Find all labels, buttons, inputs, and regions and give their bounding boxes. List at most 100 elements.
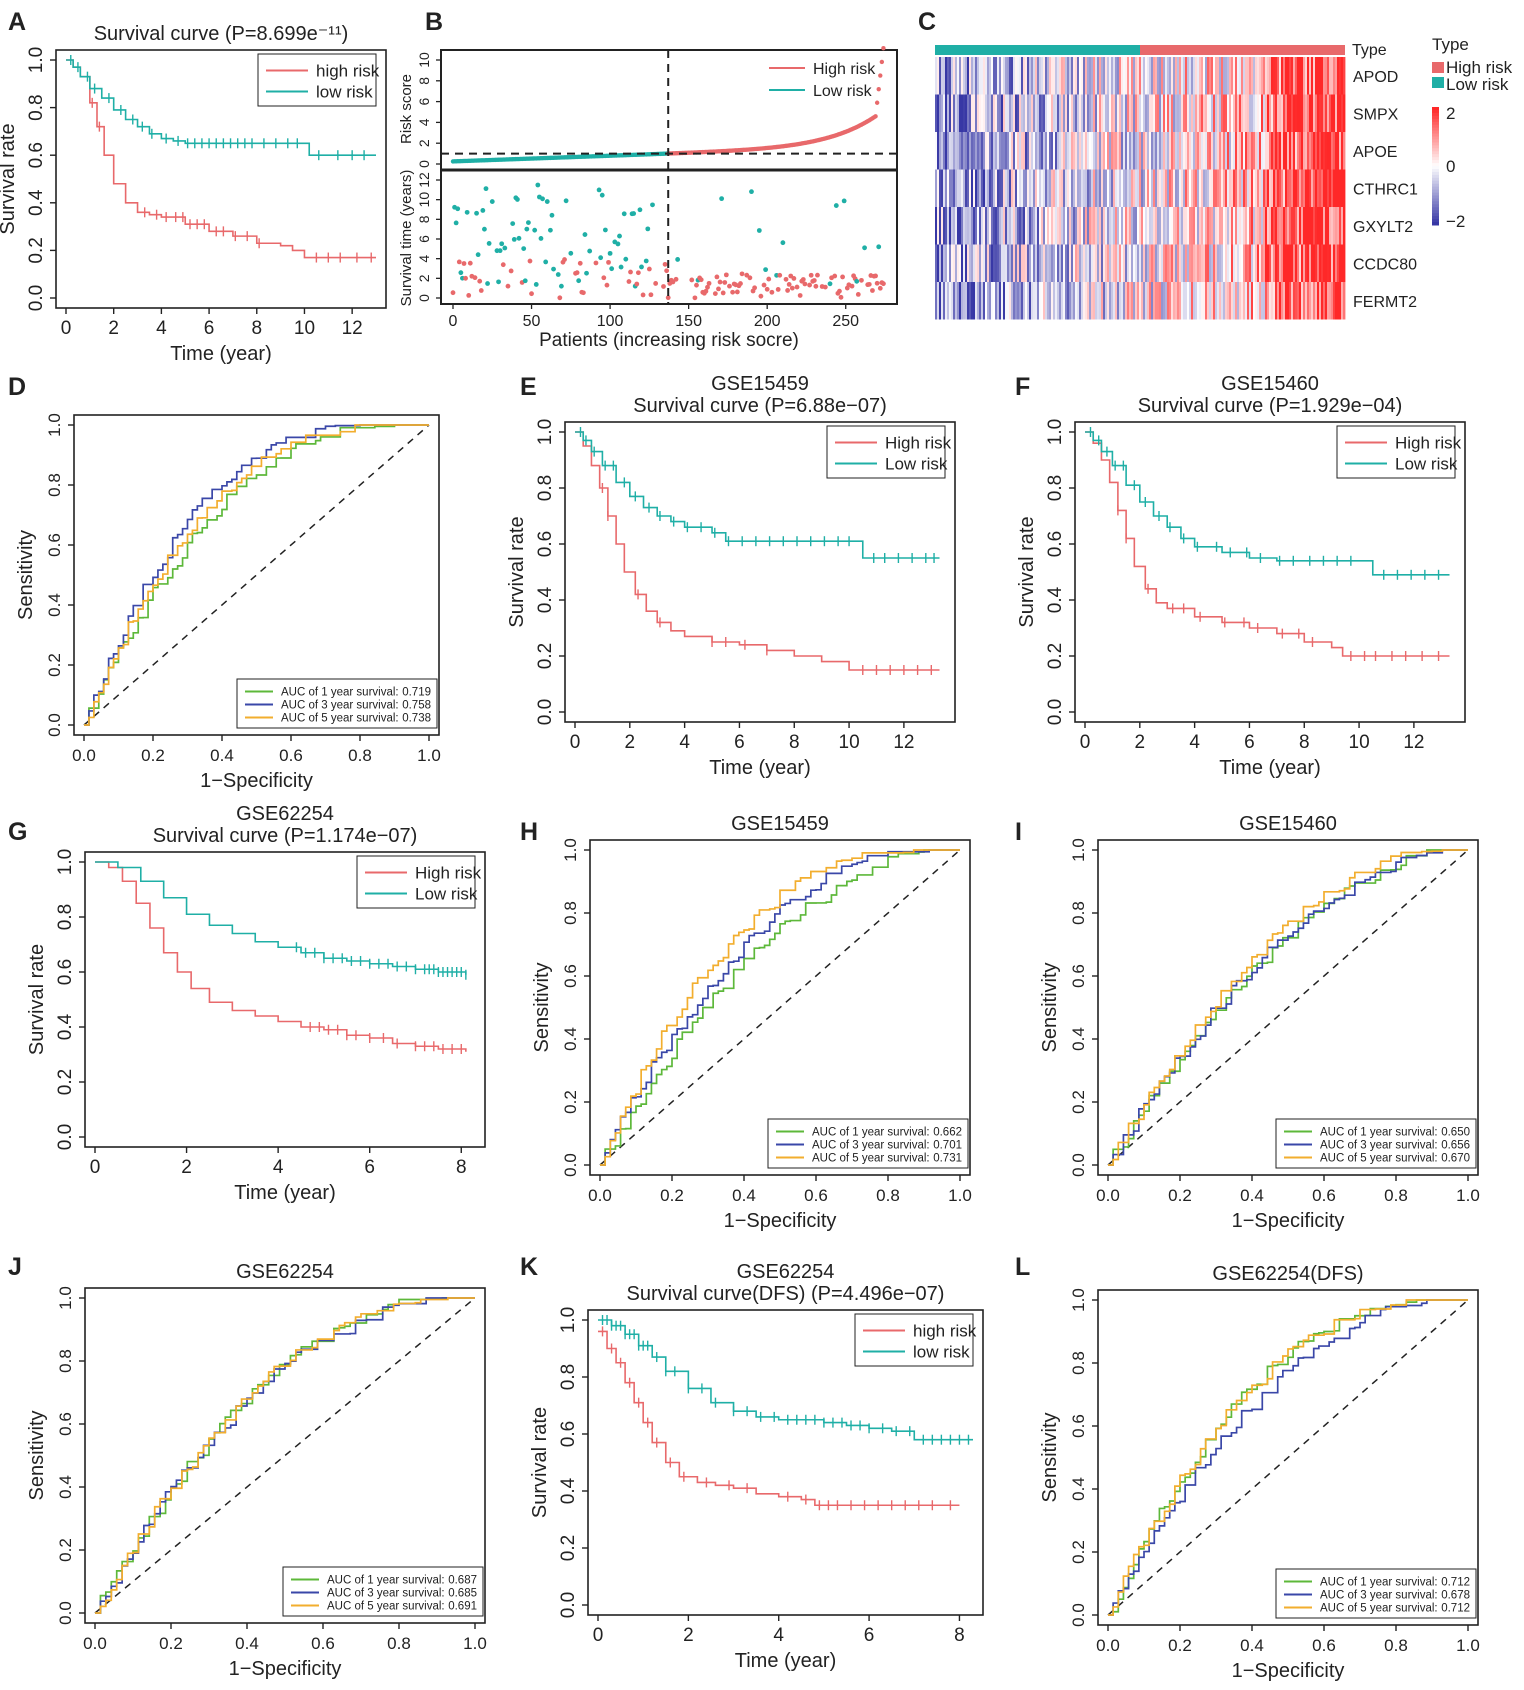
heatmap-cell [961, 57, 964, 95]
heatmap-cell [1115, 244, 1118, 282]
heatmap-cell [1095, 132, 1098, 170]
y-tick-label: 0.2 [558, 1535, 579, 1561]
heatmap-cell [1317, 57, 1320, 95]
legend-value: 0.731 [933, 1153, 962, 1165]
heatmap-cell [1235, 282, 1238, 320]
heatmap-cell [1327, 169, 1330, 207]
heatmap-cell [1211, 282, 1214, 320]
survival-point [515, 197, 520, 202]
heatmap-cell [1201, 169, 1204, 207]
x-tick-label: 1.0 [1456, 1636, 1480, 1655]
heatmap-cell [1223, 57, 1226, 95]
reference-diagonal [1107, 1299, 1469, 1616]
heatmap-cell [953, 57, 956, 95]
x-axis-label: 1−Specificity [1232, 1660, 1345, 1682]
heatmap-cell [1257, 282, 1260, 320]
heatmap-cell [1039, 244, 1042, 282]
y-tick-label: 6 [416, 235, 432, 243]
heatmap-cell [1111, 169, 1114, 207]
heatmap-cell [985, 57, 988, 95]
heatmap-cell [1121, 282, 1124, 320]
scale-segment [1432, 183, 1439, 188]
heatmap-cell [1161, 207, 1164, 245]
heatmap-cell [963, 207, 966, 245]
heatmap-cell [1243, 207, 1246, 245]
heatmap-cell [989, 207, 992, 245]
heatmap-cell [1007, 94, 1010, 132]
heatmap-cell [1001, 132, 1004, 170]
heatmap-cell [1051, 94, 1054, 132]
heatmap-cell [1305, 132, 1308, 170]
survival-point [705, 284, 710, 290]
heatmap-cell [1139, 282, 1142, 320]
heatmap-cell [1331, 132, 1334, 170]
heatmap-cell [1051, 57, 1054, 95]
survival-point [540, 196, 545, 202]
legend-title: Type [1432, 35, 1469, 54]
heatmap-cell [983, 207, 986, 245]
y-tick-label: 0.6 [26, 142, 47, 168]
heatmap-cell [1073, 57, 1076, 95]
y-tick-label: 4 [416, 118, 432, 126]
heatmap-cell [1221, 244, 1224, 282]
heatmap-cell [945, 132, 948, 170]
panel-letter-c: C [918, 8, 936, 36]
heatmap-cell [1219, 132, 1222, 170]
heatmap-cell [1179, 207, 1182, 245]
heatmap-cell [1053, 207, 1056, 245]
heatmap-cell [991, 169, 994, 207]
heatmap-cell [1079, 169, 1082, 207]
heatmap-cell [1293, 169, 1296, 207]
heatmap-cell [1107, 244, 1110, 282]
heatmap-cell [1163, 207, 1166, 245]
heatmap-cell [1241, 244, 1244, 282]
survival-point [811, 278, 817, 283]
heatmap-cell [1165, 244, 1168, 282]
legend-value: 0.758 [402, 700, 431, 712]
heatmap-cell [1243, 57, 1246, 95]
heatmap-cell [1291, 169, 1294, 207]
heatmap-cell [1043, 57, 1046, 95]
heatmap-cell [1003, 244, 1006, 282]
x-tick-label: 1.0 [948, 1186, 972, 1205]
heatmap-cell [1261, 57, 1264, 95]
heatmap-cell [1289, 244, 1292, 282]
heatmap-cell [977, 244, 980, 282]
heatmap-cell [971, 282, 974, 320]
heatmap-cell [1221, 57, 1224, 95]
heatmap-cell [945, 282, 948, 320]
heatmap-cell [967, 207, 970, 245]
heatmap-cell [1111, 94, 1114, 132]
heatmap-cell [1187, 244, 1190, 282]
y-axis-label: Sensitivity [15, 530, 37, 620]
heatmap-cell [1251, 132, 1254, 170]
heatmap-cell [1279, 207, 1282, 245]
heatmap-cell [1135, 282, 1138, 320]
heatmap-cell [1279, 244, 1282, 282]
heatmap-cell [1313, 169, 1316, 207]
heatmap-cell [979, 57, 982, 95]
km-curve-high-risk [575, 431, 940, 671]
heatmap-cell [963, 169, 966, 207]
heatmap-cell [1219, 244, 1222, 282]
legend-value: 0.685 [448, 1588, 477, 1600]
heatmap-cell [1073, 244, 1076, 282]
heatmap-cell [1127, 169, 1130, 207]
survival-point [648, 292, 654, 298]
heatmap-cell [1339, 207, 1342, 245]
heatmap-cell [1303, 207, 1306, 245]
y-tick-label: 0.4 [558, 1477, 579, 1504]
heatmap-cell [971, 132, 974, 170]
heatmap-cell [959, 169, 962, 207]
heatmap-cell [1341, 244, 1344, 282]
heatmap-cell [1067, 94, 1070, 132]
heatmap-cell [943, 282, 946, 320]
heatmap-cell [1285, 57, 1288, 95]
heatmap-cell [1201, 244, 1204, 282]
heatmap-cell [1177, 94, 1180, 132]
y-axis-label-top: Risk score [398, 74, 415, 144]
heatmap-cell [1189, 244, 1192, 282]
heatmap-cell [937, 169, 940, 207]
heatmap-cell [981, 282, 984, 320]
heatmap-cell [1189, 57, 1192, 95]
